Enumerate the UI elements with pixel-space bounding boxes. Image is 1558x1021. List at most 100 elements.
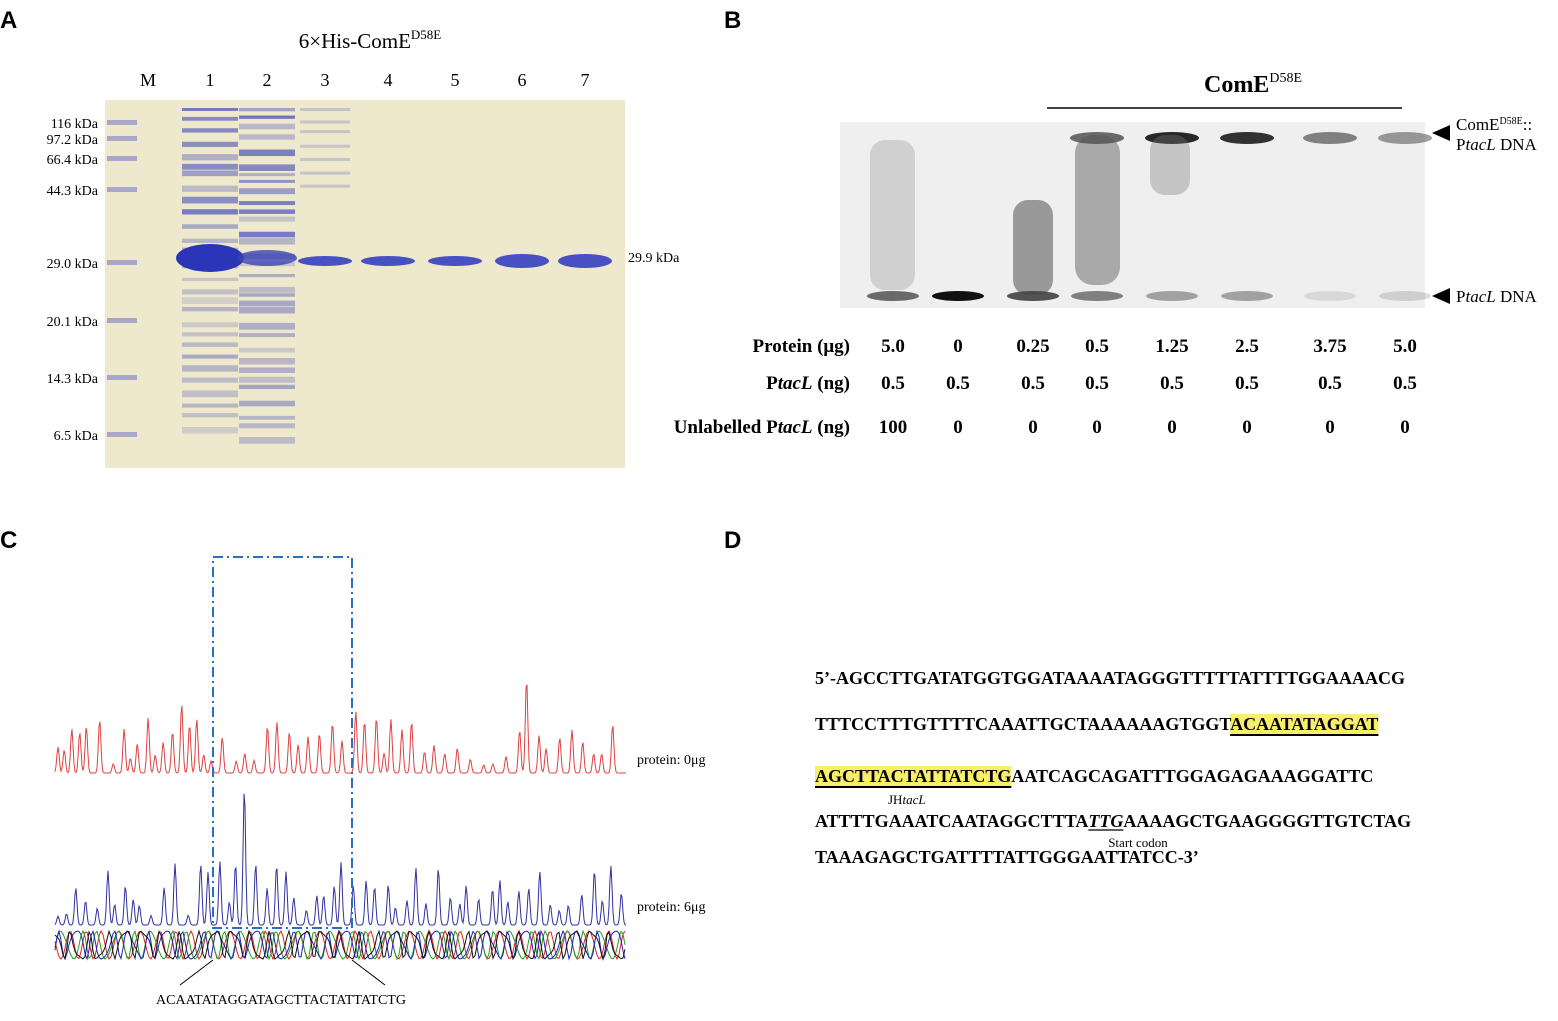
band [1070,132,1124,144]
band [239,347,295,353]
band [239,209,295,214]
emsa-gel [840,122,1425,308]
band [239,115,295,119]
band [182,413,238,418]
band [239,400,295,407]
row-value: 0 [1092,417,1102,438]
marker-label: 97.2 kDa [47,133,99,148]
row-value: 0.5 [946,373,970,394]
band [239,237,295,245]
t: tacL [778,417,813,438]
row-value: 0 [1325,417,1335,438]
t: AATCAGCAGATTTGGAGAGAAAGGATTC [1011,766,1373,786]
band [239,415,295,420]
band [1007,291,1059,301]
arrow [1432,125,1450,141]
band [867,291,919,301]
panel-label: A [0,7,17,34]
t: tacL [1465,287,1495,306]
band [182,390,238,398]
band [1304,291,1356,301]
band [239,123,295,130]
band [239,149,295,157]
row-label: Protein (μg) [753,336,850,357]
band [182,163,238,170]
band [300,120,350,124]
seq-line: 5’-AGCCTTGATATGGTGGATAAAATAGGGTTTTTATTTT… [815,668,1405,688]
t: DNA [1496,135,1538,154]
band [239,201,295,206]
band [300,171,350,175]
band [239,286,295,293]
t: TTTCCTTTGTTTTCAAATTGCTAAAAAAGTGGT [815,714,1231,734]
row-value: 0 [1400,417,1410,438]
row-value: 0.5 [1318,373,1342,394]
band [182,297,238,304]
marker-band [107,432,137,437]
band [182,289,238,295]
marker-label: 44.3 kDa [47,184,99,199]
trace-label: protein: 0μg [637,753,706,768]
gel-a-bands [107,108,612,444]
band [1146,291,1198,301]
row-value: 3.75 [1313,336,1346,357]
lane-label: 4 [384,70,393,90]
band [182,209,238,215]
t: tacL [1465,135,1495,154]
highlight-box [212,556,353,929]
row-value: 0.5 [881,373,905,394]
marker-band [107,375,137,380]
t: P [1456,135,1465,154]
band [1145,132,1199,144]
row-label: Unlabelled PtacL (ng) [674,417,850,438]
marker-label: 116 kDa [51,117,99,132]
arrow [1432,288,1450,304]
band [182,224,238,229]
gel-title: 6×His-ComED58E [299,27,442,53]
marker-label: 14.3 kDa [47,372,99,387]
lane-label: 5 [451,70,460,90]
codon: TTG [1088,811,1123,831]
panel-label: D [724,527,741,554]
band [300,184,350,188]
band [298,256,352,266]
band [239,322,295,330]
band [1378,132,1432,144]
band [182,322,238,328]
seq-line: TTTCCTTTGTTTTCAAATTGCTAAAAAAGTGGTACAATAT… [815,714,1378,734]
t: tacL [778,373,813,394]
seq-line: AGCTTACTATTATCTGAATCAGCAGATTTGGAGAGAAAGG… [815,766,1373,786]
band [428,256,482,266]
site-label: JHtacL [888,792,926,807]
panel-label: C [0,527,17,554]
band [182,332,238,337]
panel-label: B [724,7,741,34]
lane-label: 2 [263,70,272,90]
t: AAAAGCTGAAGGGGTTGTCTAG [1123,811,1411,831]
t: D58E [1499,116,1522,127]
t: ATTTTGAAATCAATAGGCTTTA [815,811,1088,831]
sds-gel [105,100,625,468]
band [182,342,238,347]
band [558,254,612,268]
band [182,108,238,112]
band [182,365,238,372]
band [495,254,549,268]
marker-band [107,120,137,125]
band [239,179,295,183]
row-value: 5.0 [881,336,905,357]
band [1220,132,1274,144]
band [182,427,238,434]
t: ComE [1456,115,1499,134]
title-text: ComE [1204,72,1269,98]
band [239,216,295,222]
row-value: 2.5 [1235,336,1259,357]
band [239,134,295,140]
t: P [1456,287,1465,306]
band [300,108,350,111]
smear [1075,135,1120,285]
highlights [815,714,1379,788]
band [182,377,238,383]
lane-label: 6 [518,70,527,90]
